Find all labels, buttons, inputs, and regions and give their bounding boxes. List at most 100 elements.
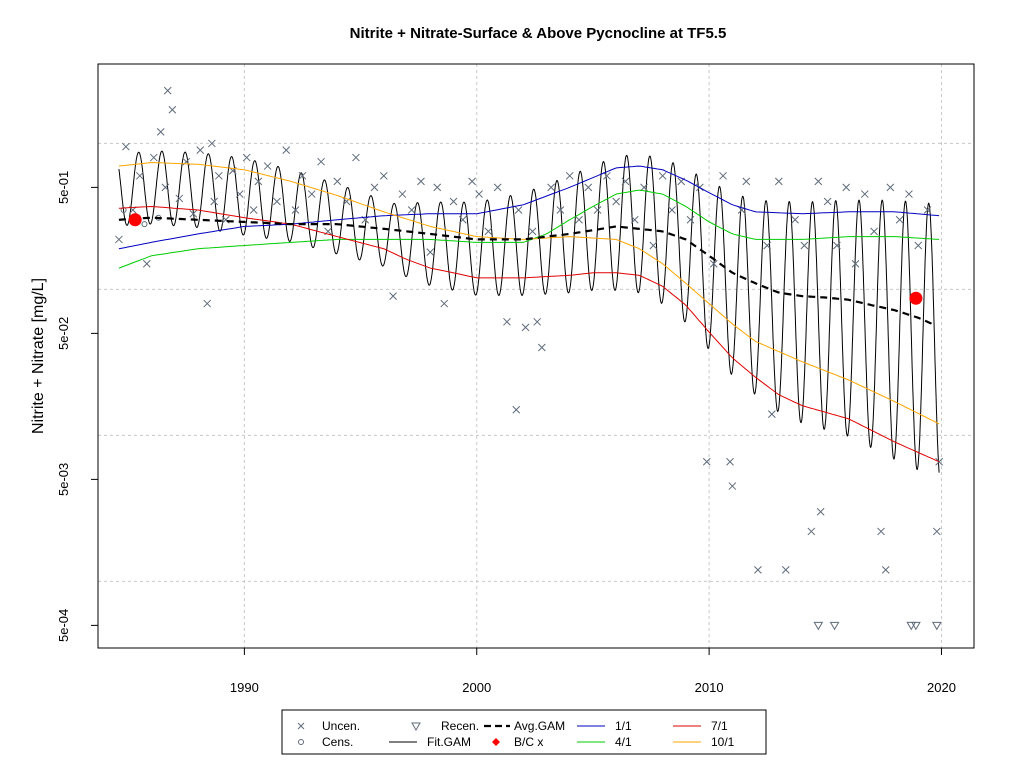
- legend-label: Fit.GAM: [427, 735, 471, 749]
- point-uncensored: [282, 146, 291, 154]
- series-apr1: [118, 189, 940, 269]
- point-uncensored: [767, 410, 776, 418]
- point-uncensored: [823, 197, 832, 206]
- y-axis-label: Nitrite + Nitrate [mg/L]: [30, 278, 47, 434]
- point-uncensored: [565, 171, 574, 180]
- point-uncensored: [895, 215, 904, 224]
- point-uncensored: [763, 241, 772, 250]
- series-jan1: [118, 165, 940, 250]
- series-oct1: [118, 161, 940, 425]
- legend-label: Avg.GAM: [514, 719, 565, 733]
- point-uncensored: [905, 190, 913, 198]
- y-tick-label: 5e-02: [56, 317, 71, 350]
- point-uncensored: [851, 259, 860, 268]
- point-uncensored: [317, 157, 325, 166]
- legend-label: 7/1: [711, 719, 728, 733]
- point-uncensored: [923, 206, 932, 214]
- point-uncensored: [603, 171, 611, 180]
- legend-label: Cens.: [322, 735, 353, 749]
- point-recensored: [829, 621, 840, 631]
- point-uncensored: [791, 215, 799, 224]
- point-uncensored: [307, 190, 316, 198]
- point-uncensored: [640, 183, 648, 192]
- point-baseline-change: [909, 291, 923, 305]
- point-uncensored: [242, 153, 251, 162]
- point-uncensored: [668, 206, 676, 214]
- point-recensored: [931, 621, 942, 631]
- legend-item: Uncen.: [297, 719, 360, 733]
- point-uncensored: [142, 259, 151, 268]
- x-axis: 1990 2000 2010 2020: [230, 648, 956, 695]
- point-uncensored: [214, 171, 223, 180]
- point-uncensored: [547, 183, 555, 192]
- point-uncensored: [249, 206, 258, 214]
- point-uncensored: [398, 190, 407, 198]
- legend-label: Uncen.: [322, 719, 360, 733]
- point-uncensored: [168, 105, 177, 114]
- point-uncensored: [235, 190, 244, 198]
- grid: [98, 64, 974, 648]
- legend-symbol-diamond: [492, 738, 500, 746]
- y-tick-label: 5e-04: [56, 609, 71, 642]
- legend-item: Avg.GAM: [484, 719, 565, 733]
- point-uncensored: [440, 299, 449, 308]
- legend-item: 7/1: [673, 719, 728, 733]
- y-axis: 5e-04 5e-03 5e-02 5e-01: [56, 171, 98, 642]
- point-uncensored: [528, 227, 537, 236]
- point-uncensored: [877, 527, 885, 536]
- point-uncensored: [208, 139, 216, 148]
- point-uncensored: [156, 128, 165, 136]
- series-layer: [115, 86, 943, 631]
- point-uncensored: [263, 162, 272, 170]
- point-recensored: [906, 621, 917, 631]
- point-uncensored: [407, 206, 416, 214]
- point-uncensored: [203, 299, 212, 308]
- point-uncensored: [189, 209, 198, 218]
- point-uncensored: [417, 177, 425, 186]
- legend-symbol-x: [297, 722, 305, 730]
- point-uncensored: [833, 241, 841, 250]
- point-uncensored: [196, 146, 205, 154]
- legend-label: 10/1: [711, 735, 735, 749]
- point-uncensored: [842, 183, 851, 192]
- point-uncensored: [291, 206, 300, 214]
- point-uncensored: [932, 527, 941, 536]
- point-uncensored: [686, 215, 695, 224]
- point-uncensored: [742, 177, 751, 186]
- point-uncensored: [612, 197, 621, 206]
- point-uncensored: [737, 206, 746, 214]
- legend-label: 4/1: [615, 735, 632, 749]
- point-uncensored: [389, 292, 397, 300]
- point-uncensored: [709, 259, 718, 268]
- point-uncensored: [379, 171, 388, 180]
- point-uncensored: [575, 215, 583, 224]
- point-uncensored: [426, 248, 435, 257]
- series-jul1: [118, 205, 940, 463]
- point-uncensored: [161, 183, 170, 192]
- legend-symbol-circle: [298, 739, 304, 745]
- point-uncensored: [630, 215, 639, 224]
- point-uncensored: [658, 171, 667, 180]
- point-uncensored: [115, 235, 123, 244]
- point-uncensored: [493, 183, 502, 192]
- x-tick-label: 2010: [695, 680, 724, 695]
- point-uncensored: [149, 153, 158, 162]
- legend-item: 10/1: [673, 735, 735, 749]
- point-uncensored: [475, 190, 483, 198]
- point-uncensored: [935, 457, 943, 466]
- point-uncensored: [781, 566, 790, 574]
- point-uncensored: [649, 241, 658, 250]
- point-recensored: [813, 621, 824, 631]
- point-uncensored: [807, 527, 816, 536]
- y-tick-label: 5e-01: [56, 171, 71, 204]
- point-uncensored: [298, 171, 307, 180]
- point-uncensored: [122, 142, 130, 151]
- legend: Uncen. Cens. Recen. Fit.GAM Avg.GAM B/C x 1/1 4…: [281, 709, 767, 755]
- point-uncensored: [370, 183, 379, 192]
- series-avg-gam: [118, 216, 933, 326]
- legend-item: Fit.GAM: [389, 735, 471, 749]
- point-baseline-change: [128, 213, 142, 227]
- y-tick-label: 5e-03: [56, 463, 71, 496]
- chart-title: Nitrite + Nitrate-Surface & Above Pycnoc…: [350, 25, 727, 42]
- point-recensored: [911, 621, 921, 631]
